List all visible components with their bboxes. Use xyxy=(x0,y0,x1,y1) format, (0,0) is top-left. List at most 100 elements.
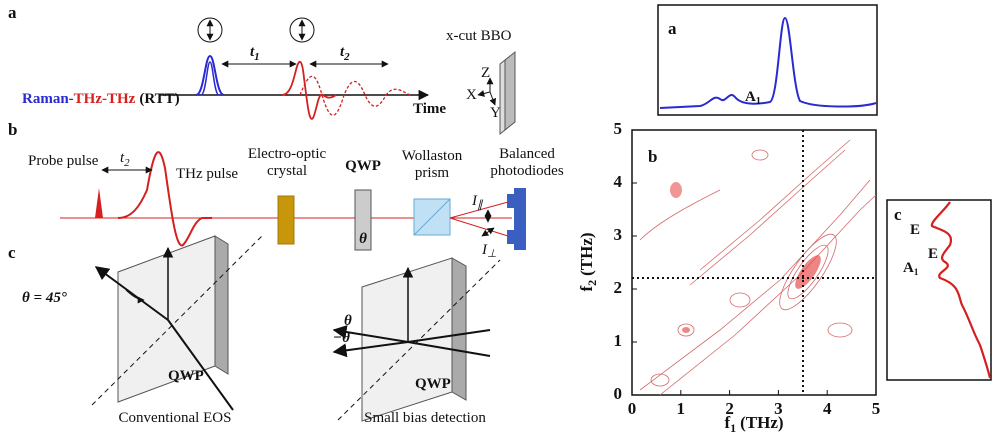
qwp-edge xyxy=(451,257,467,401)
y-tick-label: 0 xyxy=(614,384,623,403)
axis-arrow xyxy=(477,90,491,97)
thz-pulse-delayed xyxy=(299,75,411,116)
thz: THz xyxy=(107,91,136,107)
contour xyxy=(699,139,851,271)
photodiode-label: photodiodes xyxy=(490,163,563,179)
x-tick-label: 4 xyxy=(823,399,832,418)
f: f xyxy=(724,413,730,432)
spectrum-top: a A1 xyxy=(657,4,878,116)
bbo-crystal xyxy=(504,50,516,132)
y-tick-label: 3 xyxy=(614,225,623,244)
qwp xyxy=(354,189,372,251)
caption: Conventional EOS xyxy=(119,410,232,426)
y-tick-label: 4 xyxy=(614,172,623,191)
beam xyxy=(449,201,509,219)
peak-blob xyxy=(682,327,690,333)
t2-sub: 2 xyxy=(124,157,130,169)
t1: t xyxy=(250,44,255,60)
axis-z: Z xyxy=(481,65,490,81)
i-par: I∥ xyxy=(471,193,484,211)
y-tick-label: 1 xyxy=(614,331,623,350)
qwp-edge xyxy=(214,235,229,375)
photodiode xyxy=(507,194,514,208)
panel-c: c θ = 45° QWP Conventional EOS θ −θ QWP … xyxy=(8,235,501,426)
i: I xyxy=(481,242,488,258)
raman-pulse xyxy=(195,54,225,96)
panel-label: c xyxy=(8,243,16,262)
wollaston-label: prism xyxy=(415,165,450,181)
peak-label: A1 xyxy=(745,89,761,107)
axis-x: X xyxy=(466,87,477,103)
qwp-plate xyxy=(361,257,453,422)
bbo-label: x-cut BBO xyxy=(446,28,512,44)
polarization xyxy=(407,341,491,357)
i-sub: ∥ xyxy=(477,199,484,211)
axis-y: Y xyxy=(490,105,501,121)
panel-label: b xyxy=(648,147,657,166)
contour xyxy=(639,179,871,391)
x-tick-label: 0 xyxy=(628,399,637,418)
axis-dashed xyxy=(91,235,263,406)
f-sub: 2 xyxy=(585,280,599,286)
polarization xyxy=(94,266,169,321)
contour xyxy=(827,322,853,338)
panel-a: a t1 t2 Raman-THz-THz (RTT) Time x-cut BB… xyxy=(8,3,516,136)
panel-label: b xyxy=(8,120,17,139)
a-sub: 1 xyxy=(756,96,761,107)
x-tick-label: 5 xyxy=(872,399,881,418)
polarization xyxy=(332,325,409,343)
frame xyxy=(657,4,878,116)
contours xyxy=(639,139,877,396)
axis-dashed xyxy=(337,259,501,421)
x-axis-label: f1 (THz) xyxy=(724,413,783,435)
t1-label: t1 xyxy=(250,44,260,63)
angle-label: θ = 45° xyxy=(22,290,67,306)
eo-label: Electro-optic xyxy=(248,146,327,162)
thz-pulse xyxy=(117,151,212,247)
wollaston-label: Wollaston xyxy=(402,148,463,164)
t2: t xyxy=(120,150,125,166)
raman: Raman- xyxy=(22,91,74,107)
polarization-icon xyxy=(289,17,315,43)
pol-arrow xyxy=(481,227,495,237)
thz-label: THz pulse xyxy=(176,166,238,182)
probe-pulse xyxy=(95,188,103,218)
qwp-label: QWP xyxy=(415,376,451,392)
peak-label: A1 xyxy=(903,260,919,277)
unit: (THz) xyxy=(577,232,596,275)
spectrum-side: c E E A1 xyxy=(886,199,992,381)
i-perp: I⊥ xyxy=(481,242,497,260)
contour xyxy=(650,373,670,387)
contour xyxy=(779,233,837,311)
contour xyxy=(689,149,846,286)
contour xyxy=(751,149,769,161)
x-tick-label: 3 xyxy=(774,399,783,418)
y-tick-label: 2 xyxy=(614,278,623,297)
t2: t xyxy=(340,44,345,60)
y-tick-label: 5 xyxy=(614,119,623,138)
thz: THz- xyxy=(74,91,107,107)
peak-blob xyxy=(670,182,682,198)
a: A xyxy=(745,89,756,105)
f-sub: 1 xyxy=(730,421,736,435)
photodiode-label: Balanced xyxy=(499,146,555,162)
y-axis-label: f2 (THz) xyxy=(577,232,599,291)
qwp-label: QWP xyxy=(345,158,381,174)
frame xyxy=(886,199,992,381)
prism-diagonal xyxy=(413,198,451,236)
peak-label: E xyxy=(910,222,920,238)
photodiode-mount xyxy=(514,188,526,250)
f: f xyxy=(577,286,596,292)
unit: (THz) xyxy=(740,413,783,432)
i-sub: ⊥ xyxy=(487,248,497,260)
panel-label: a xyxy=(668,19,677,38)
contour xyxy=(729,292,751,308)
t2-label: t2 xyxy=(340,44,350,63)
raman-pulse xyxy=(200,61,220,96)
theta: θ xyxy=(344,313,352,329)
polarization xyxy=(167,319,234,411)
beam xyxy=(449,217,509,237)
time-label: Time xyxy=(413,101,446,117)
peak-blob xyxy=(795,255,821,289)
